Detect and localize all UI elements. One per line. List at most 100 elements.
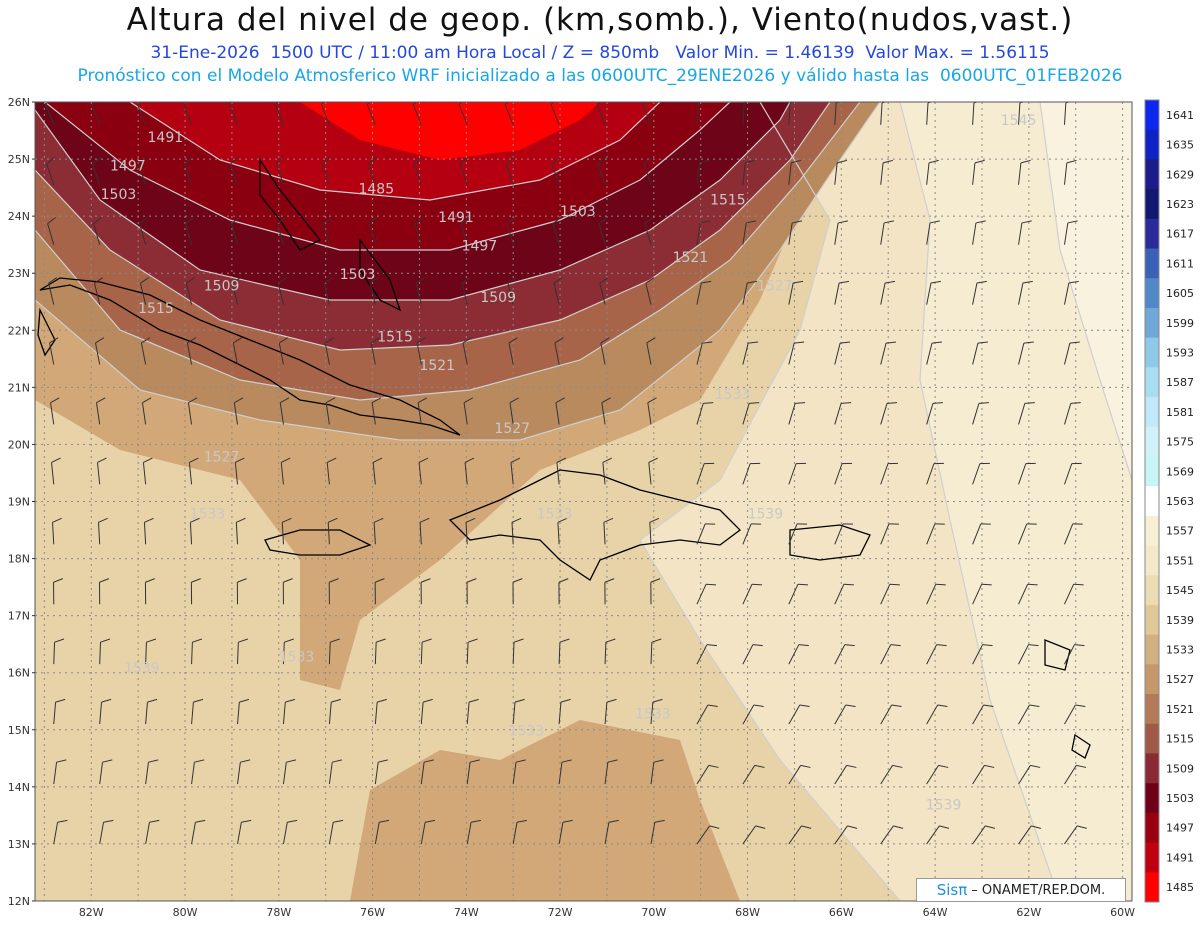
wind-barb	[1018, 765, 1031, 785]
wind-barb	[972, 343, 979, 365]
wind-barb	[650, 702, 654, 725]
wind-barb-flag	[374, 578, 385, 583]
wind-barb-flag	[929, 220, 940, 224]
wind-barb	[237, 702, 240, 725]
wind-barb-flag	[91, 102, 95, 105]
wind-barb-flag	[183, 102, 187, 105]
wind-barb-flag	[644, 217, 654, 224]
wind-barb-flag	[102, 759, 113, 763]
wind-barb-flag	[884, 280, 896, 284]
wind-barb-flag	[192, 638, 203, 643]
wind-barb	[145, 822, 150, 845]
colorbar-label: 1497	[1166, 822, 1194, 835]
wind-barb	[1018, 343, 1025, 365]
wind-barb-flag	[458, 102, 463, 105]
wind-barb-flag	[194, 759, 205, 763]
wind-barb	[1018, 463, 1027, 485]
wind-barb-flag	[1024, 402, 1035, 404]
wind-barb-flag	[230, 157, 239, 165]
wind-barb-flag	[653, 759, 664, 763]
wind-barb-flag	[188, 397, 198, 404]
wind-barb	[972, 825, 986, 845]
wind-barb-flag	[882, 159, 893, 164]
colorbar-swatch	[1145, 218, 1159, 250]
lon-label: 62W	[1016, 906, 1041, 919]
wind-barb-flag	[793, 280, 804, 284]
wind-barb	[510, 462, 514, 485]
wind-barb-flag	[981, 583, 992, 586]
wind-barb	[834, 644, 846, 665]
wind-barb-flag	[94, 277, 104, 284]
wind-barb-flag	[323, 277, 333, 284]
wind-barb	[880, 222, 885, 245]
wind-barb	[926, 403, 934, 425]
wind-barb-flag	[892, 764, 903, 768]
wind-barb-flag	[699, 159, 710, 164]
puerto-rico	[789, 524, 871, 561]
wind-barb-flag	[562, 819, 573, 823]
wind-barb-flag	[978, 402, 989, 404]
wind-barb-flag	[553, 277, 563, 284]
wind-barb	[696, 222, 701, 245]
wind-barb-flag	[470, 819, 481, 823]
lat-label: 18N	[8, 553, 30, 566]
wind-barb	[462, 342, 468, 365]
lat-label: 23N	[8, 267, 30, 280]
sispi-logo: Sisπ	[936, 881, 968, 899]
wind-barb	[788, 523, 798, 545]
colorbar-label: 1533	[1166, 644, 1194, 657]
wind-barb-flag	[147, 698, 158, 703]
wind-barb	[95, 342, 101, 365]
wind-barb-flag	[1076, 764, 1087, 768]
wind-barb	[1064, 523, 1074, 545]
wind-barb	[145, 762, 149, 785]
wind-barb	[834, 343, 841, 365]
wind-barb-flag	[747, 280, 758, 284]
wind-barb-flag	[185, 217, 194, 224]
wind-barb-flag	[605, 638, 616, 643]
wind-barb	[553, 283, 560, 305]
wind-barb-flag	[508, 337, 518, 344]
wind-barb-flag	[645, 277, 655, 284]
wind-barb-flag	[372, 457, 383, 463]
wind-barb	[1064, 584, 1075, 605]
wind-barb	[1064, 282, 1070, 305]
wind-barb	[191, 702, 194, 725]
wind-barb-flag	[324, 337, 334, 344]
wind-barb	[45, 104, 55, 126]
wind-barb	[322, 223, 330, 245]
wind-barb	[742, 523, 752, 545]
wind-barb-flag	[148, 759, 159, 763]
wind-barb-flag	[276, 157, 285, 165]
wind-barb-flag	[931, 341, 942, 344]
wind-barb-flag	[707, 704, 718, 708]
lat-label: 26N	[8, 96, 30, 109]
wind-barb-flag	[836, 159, 847, 164]
wind-barb-flag	[600, 337, 610, 344]
wind-barb-flag	[651, 638, 662, 643]
wind-barb-flag	[57, 819, 68, 823]
wind-barb	[742, 102, 745, 125]
wind-barb-flag	[977, 341, 988, 344]
wind-barb	[1063, 222, 1069, 245]
wind-barb-flag	[985, 825, 996, 829]
wind-barb-flag	[466, 578, 477, 583]
wind-barb-flag	[45, 102, 50, 105]
wind-barb-flag	[555, 397, 565, 404]
lat-label: 22N	[8, 324, 30, 337]
wind-barb	[320, 104, 330, 126]
contour-label: 1533	[537, 507, 573, 523]
guadeloupe	[1044, 639, 1071, 671]
wind-barb	[972, 102, 975, 125]
contour-label: 1515	[377, 330, 413, 346]
wind-barb-flag	[1028, 644, 1039, 647]
wind-barb	[788, 222, 793, 245]
wind-barb	[509, 402, 514, 425]
wind-barb-flag	[234, 397, 244, 404]
wind-barb-flag	[187, 337, 197, 344]
wind-barb	[282, 642, 285, 665]
contour-label: 1503	[340, 267, 376, 283]
wind-barb-flag	[558, 578, 569, 583]
wind-barb	[972, 463, 981, 485]
wind-barb	[1018, 162, 1022, 185]
